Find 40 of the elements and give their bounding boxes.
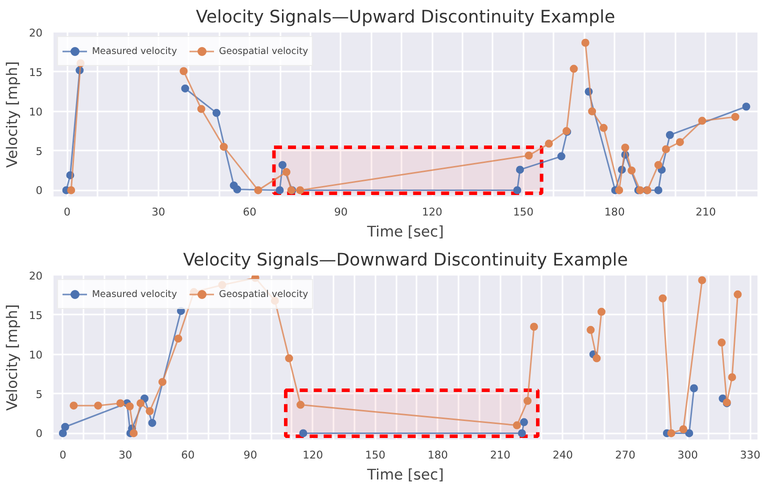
x-tick-label: 210 [696,206,716,218]
y-tick-label: 10 [28,348,43,362]
x-tick-label: 180 [604,206,625,218]
legend-label: Geospatial velocity [219,46,308,56]
x-axis-title: Time [sec] [366,224,444,240]
x-tick-label: 330 [740,448,761,462]
x-axis-title: Time [sec] [366,466,444,484]
y-tick-label: 15 [28,66,43,79]
y-tick-label: 0 [36,427,43,440]
y-tick-label: 5 [36,144,42,158]
x-tick-label: 60 [242,206,257,218]
x-tick-label: 300 [678,448,698,462]
x-tick-label: 270 [615,448,636,462]
y-axis-title: Velocity [mph] [4,304,21,411]
x-tick-label: 150 [513,206,534,218]
x-tick-label: 90 [244,448,258,462]
y-tick-label: 10 [28,105,43,118]
x-tick-label: 240 [552,448,574,462]
x-tick-label: 150 [365,448,386,462]
x-tick-label: 210 [490,448,511,462]
y-tick-label: 20 [28,26,43,40]
x-tick-label: 60 [181,448,195,462]
chart-title: Velocity Signals—Upward Discontinuity Example [196,8,616,28]
x-tick-label: 0 [64,206,71,218]
y-tick-label: 20 [28,270,43,282]
legend-label: Geospatial velocity [219,288,308,300]
x-tick-label: 0 [59,448,66,462]
x-tick-label: 30 [118,448,132,462]
y-tick-label: 0 [36,184,43,198]
x-tick-label: 180 [428,448,448,462]
y-axis-title: Velocity [mph] [4,61,21,168]
x-tick-label: 90 [334,206,348,218]
y-tick-label: 5 [36,388,42,401]
x-tick-label: 30 [152,206,166,218]
legend-label: Measured velocity [92,288,177,300]
x-tick-label: 120 [422,206,442,218]
chart-title: Velocity Signals—Downward Discontinuity Example [183,250,628,270]
legend-label: Measured velocity [92,46,177,56]
x-tick-label: 120 [302,448,324,462]
y-tick-label: 15 [28,308,43,322]
